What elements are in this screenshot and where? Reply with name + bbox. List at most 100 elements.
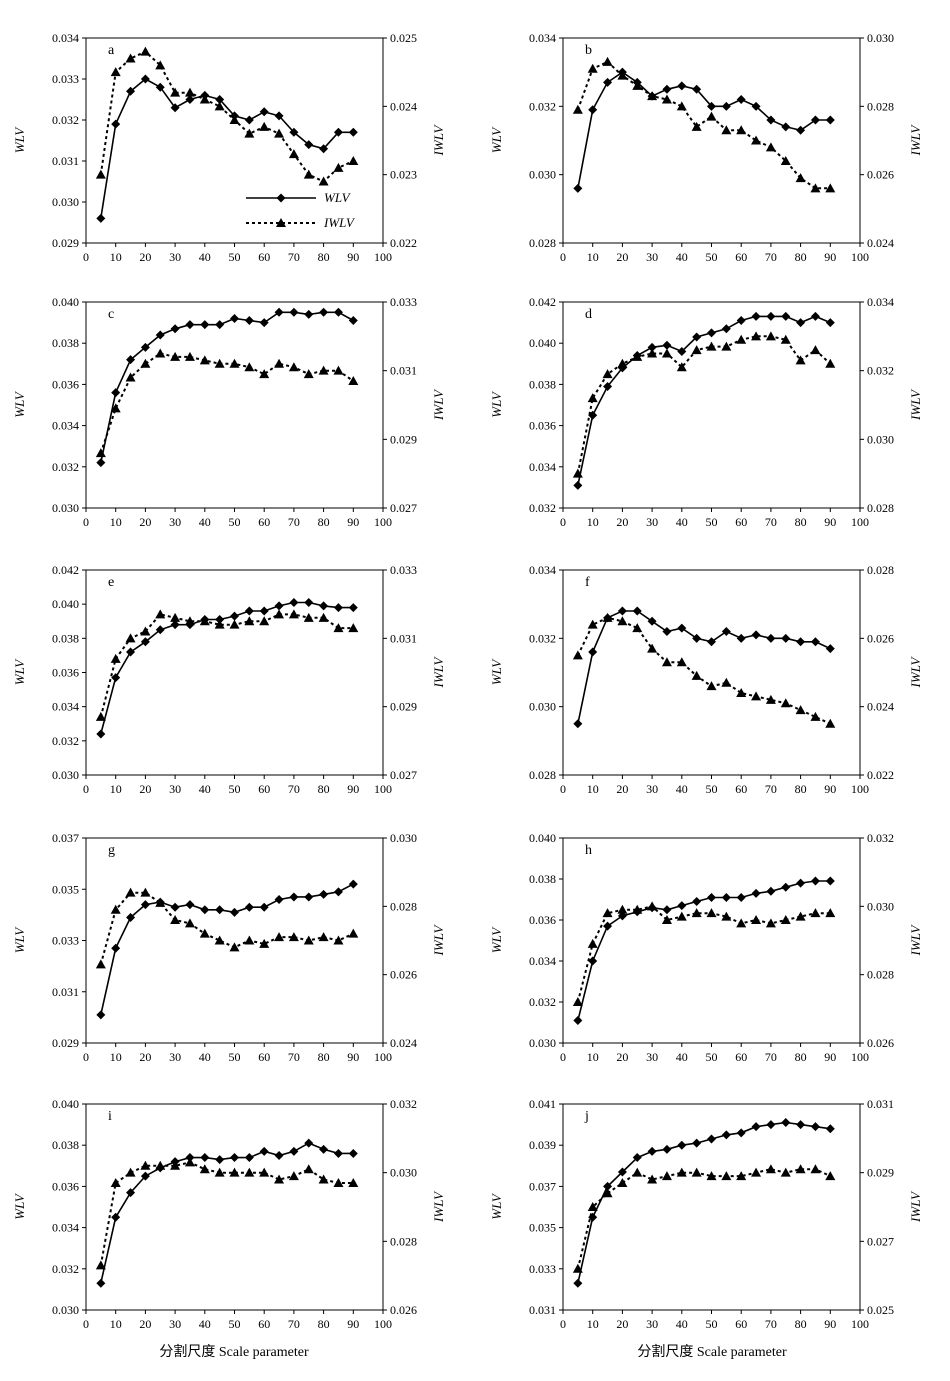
x-tick-label: 90 — [824, 1050, 836, 1064]
panel-letter: h — [585, 843, 592, 858]
series-wlv-point — [692, 633, 702, 643]
series-iwlv-point — [587, 619, 598, 629]
y-left-tick-label: 0.036 — [52, 666, 79, 680]
y-left-tick-label: 0.041 — [529, 1097, 556, 1111]
series-iwlv-point — [229, 115, 240, 124]
y-left-tick-label: 0.040 — [52, 295, 79, 309]
x-tick-label: 10 — [587, 515, 599, 529]
series-wlv-point — [810, 311, 820, 321]
series-iwlv-line — [576, 616, 831, 725]
y-right-tick-label: 0.024 — [867, 700, 894, 714]
y-right-tick-label: 0.030 — [390, 1166, 417, 1180]
x-tick-label: 100 — [374, 250, 392, 264]
x-tick-label: 20 — [139, 515, 151, 529]
series-wlv-point — [289, 1146, 299, 1156]
y-left-tick-label: 0.032 — [52, 734, 79, 748]
series-iwlv-point — [229, 1167, 240, 1177]
series-iwlv-point — [676, 362, 687, 372]
series-wlv-line — [577, 610, 831, 724]
x-tick-label: 20 — [139, 1050, 151, 1064]
series-wlv-point — [230, 313, 239, 323]
series-wlv-point — [692, 1138, 702, 1148]
x-tick-label: 60 — [258, 1050, 270, 1064]
y-right-axis-title: IWLV — [908, 124, 923, 157]
series-wlv-point — [170, 902, 180, 912]
series-iwlv-point — [125, 887, 136, 897]
series-wlv-point — [348, 1148, 358, 1158]
series-wlv-point — [289, 127, 299, 137]
y-right-tick-label: 0.029 — [390, 700, 417, 714]
x-tick-label: 30 — [169, 1050, 181, 1064]
series-wlv-point — [766, 633, 776, 643]
series-iwlv-point — [780, 156, 791, 165]
y-left-tick-label: 0.037 — [529, 1179, 556, 1193]
y-left-tick-label: 0.030 — [52, 1303, 79, 1317]
x-tick-label: 70 — [765, 1050, 777, 1064]
series-iwlv-point — [751, 135, 762, 145]
series-iwlv-point — [736, 688, 747, 697]
y-left-tick-label: 0.039 — [529, 1138, 556, 1152]
x-tick-label: 20 — [139, 782, 151, 796]
y-left-tick-label: 0.031 — [52, 154, 79, 168]
y-right-tick-label: 0.030 — [390, 831, 417, 845]
series-wlv-point — [825, 1124, 835, 1134]
series-wlv-point — [259, 107, 269, 117]
x-tick-label: 20 — [616, 1050, 628, 1064]
series-iwlv-point — [244, 616, 255, 626]
chart-panel-f: 0 10 20 30 40 50 60 70 80 90 100 0.028 0.030 0.032 0.0… — [489, 563, 923, 796]
series-iwlv-point — [602, 908, 613, 918]
y-left-tick-label: 0.034 — [529, 31, 556, 45]
y-right-tick-label: 0.029 — [867, 1166, 894, 1180]
series-iwlv-line — [99, 50, 354, 183]
series-wlv-line — [100, 311, 354, 463]
series-iwlv-point — [140, 626, 151, 636]
series-iwlv-point — [587, 938, 598, 948]
plot-frame — [85, 1103, 384, 1311]
series-wlv-point — [304, 140, 314, 150]
series-wlv-point — [126, 86, 136, 96]
series-wlv-point — [751, 311, 761, 321]
series-wlv-point — [692, 84, 702, 94]
series-iwlv-point — [140, 1160, 151, 1170]
series-wlv-point — [810, 1122, 820, 1132]
x-tick-label: 0 — [83, 1050, 89, 1064]
y-left-tick-label: 0.038 — [52, 336, 79, 350]
y-left-tick-label: 0.032 — [52, 113, 79, 127]
x-tick-label: 10 — [110, 250, 122, 264]
x-tick-label: 0 — [83, 782, 89, 796]
x-tick-label: 0 — [560, 515, 566, 529]
chart-panel-b: 0 10 20 30 40 50 60 70 80 90 100 0.028 0.030 0.032 0.0… — [489, 31, 923, 264]
plot-frame — [85, 37, 384, 244]
series-iwlv-point — [795, 173, 806, 183]
series-iwlv-point — [348, 156, 359, 165]
series-wlv-point — [170, 324, 180, 334]
panel-letter: d — [585, 307, 592, 322]
x-tick-label: 100 — [374, 782, 392, 796]
y-left-axis-title: WLV — [489, 126, 504, 154]
x-tick-label: 40 — [199, 515, 211, 529]
x-tick-label: 90 — [347, 515, 359, 529]
x-axis-title-left: 分割尺度 Scale parameter — [159, 1343, 309, 1360]
series-wlv-line — [577, 71, 831, 189]
x-tick-label: 90 — [824, 515, 836, 529]
series-iwlv-point — [587, 393, 598, 403]
series-wlv-point — [96, 458, 106, 468]
series-wlv-point — [111, 673, 121, 683]
series-wlv-point — [200, 1153, 210, 1163]
series-iwlv-point — [199, 355, 210, 365]
y-right-tick-label: 0.024 — [867, 236, 894, 250]
series-wlv-point — [736, 633, 746, 643]
series-wlv-point — [96, 729, 106, 739]
series-iwlv-point — [140, 46, 151, 56]
series-iwlv-point — [721, 1171, 732, 1181]
series-iwlv-point — [110, 653, 121, 663]
series-wlv-point — [140, 637, 150, 647]
series-iwlv-point — [184, 1157, 195, 1167]
series-wlv-point — [766, 1120, 776, 1130]
series-iwlv-point — [170, 1160, 181, 1170]
series-iwlv-point — [780, 915, 791, 924]
series-wlv-point — [230, 611, 239, 621]
chart-panel-h: 0 10 20 30 40 50 60 70 80 90 100 0.030 0.032 0.034 0.0… — [489, 831, 923, 1064]
x-tick-label: 0 — [83, 250, 89, 264]
